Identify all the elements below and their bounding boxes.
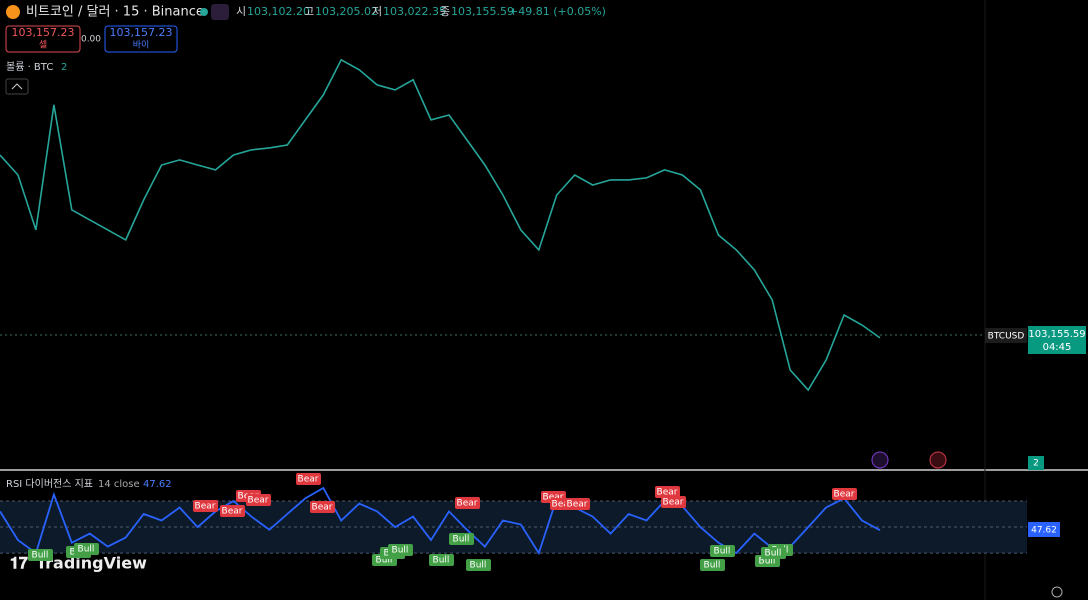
volume-legend-value: 2 (61, 62, 67, 73)
signal-box (761, 547, 786, 559)
signal-label: Bear (312, 503, 333, 513)
spread: 0.00 (81, 35, 101, 45)
signal-label: Bear (248, 496, 269, 506)
volume-tag-text: 2 (1033, 459, 1039, 469)
signal-box (429, 554, 454, 566)
signal-box (565, 498, 590, 510)
ohlc-label: 종 (440, 5, 450, 18)
collapse-icon (11, 83, 23, 90)
change: +49.81 (+0.05%) (509, 5, 606, 18)
signal-label: Bull (78, 545, 95, 555)
signal-label: Bear (552, 500, 573, 510)
status-dot (200, 8, 208, 16)
volume-tag (1028, 456, 1044, 470)
sell-button[interactable] (5, 25, 81, 53)
signal-label: Bear (195, 502, 216, 512)
signal-label: Bear (222, 507, 243, 517)
buy-price: 103,157.23 (110, 26, 173, 39)
signal-box (193, 500, 218, 512)
signal-label: Bear (567, 500, 588, 510)
ohlc-value: 103,022.35 (383, 5, 446, 18)
logo-mark: 𝟏𝟕 (10, 554, 28, 573)
signal-label: Bull (433, 556, 450, 566)
indicator-params: 14 close (98, 479, 140, 490)
signal-box (655, 486, 680, 498)
signal-box (466, 559, 491, 571)
signal-box (455, 497, 480, 509)
ohlc-label: 시 (236, 5, 246, 18)
flag-icon[interactable] (929, 451, 947, 469)
volume-legend: 볼륨 · BTC (6, 61, 53, 73)
buy-label: 바이 (133, 40, 150, 51)
price-tag-price: 103,155.59 (1028, 329, 1085, 340)
logo: TradingView (36, 554, 147, 573)
signal-label: Bull (453, 535, 470, 545)
signal-label: Bull (765, 549, 782, 559)
ohlc-value: 103,102.20 (247, 5, 310, 18)
signal-box (710, 545, 735, 557)
signal-label: Bear (457, 499, 478, 509)
signal-box (310, 501, 335, 513)
ohlc-value: 103,155.59 (451, 5, 514, 18)
signal-box (832, 488, 857, 500)
signal-label: Bear (543, 493, 564, 503)
sell-price: 103,157.23 (12, 26, 75, 39)
signal-label: Bull (704, 561, 721, 571)
symbol[interactable]: 비트코인 / 달러 · 15 · Binance (26, 5, 204, 20)
signal-label: Bull (376, 556, 393, 566)
event-icon[interactable] (871, 451, 889, 469)
collapse-button[interactable] (5, 78, 29, 95)
signal-box (74, 543, 99, 555)
rsi-tag (1028, 522, 1060, 537)
price-tag-countdown: 04:45 (1043, 342, 1072, 353)
signal-box (388, 544, 413, 556)
signal-box (246, 494, 271, 506)
ohlc: 시 103,102.20고 103,205.02저 103,022.35종 103,15… (236, 5, 514, 18)
buy-button[interactable] (104, 25, 178, 53)
ohlc-label: 저 (372, 5, 382, 18)
coin-icon (6, 5, 20, 19)
symbol-tag (985, 328, 1027, 343)
signal-label: Bear (657, 488, 678, 498)
signal-box (700, 559, 725, 571)
symbol-tag-text: BTCUSD (988, 332, 1025, 342)
signal-label: Bull (759, 557, 776, 567)
signal-box (220, 505, 245, 517)
price-line (0, 58, 881, 392)
rsi-band (0, 501, 1027, 554)
signal-box (296, 473, 321, 485)
ohlc-value: 103,205.02 (315, 5, 378, 18)
signal-box (661, 496, 686, 508)
signal-label: Bear (298, 475, 319, 485)
share-icon[interactable] (211, 4, 229, 20)
signal-box (28, 549, 53, 561)
signal-label: Bull (714, 547, 731, 557)
signal-label: Bull (32, 551, 49, 561)
indicator-value: 47.62 (143, 479, 172, 490)
signal-label: Bear (834, 490, 855, 500)
settings-icon[interactable] (1051, 586, 1063, 598)
signal-label: Bull (392, 546, 409, 556)
rsi-tag-text: 47.62 (1031, 526, 1057, 536)
ohlc-label: 고 (304, 5, 314, 18)
indicator-title: RSI 다이버전스 지표 (6, 478, 93, 490)
sell-label: 셀 (39, 40, 47, 51)
signal-label: Bear (663, 498, 684, 508)
signal-label: Bull (470, 561, 487, 571)
price-tag (1028, 326, 1086, 354)
signal-box (449, 533, 474, 545)
